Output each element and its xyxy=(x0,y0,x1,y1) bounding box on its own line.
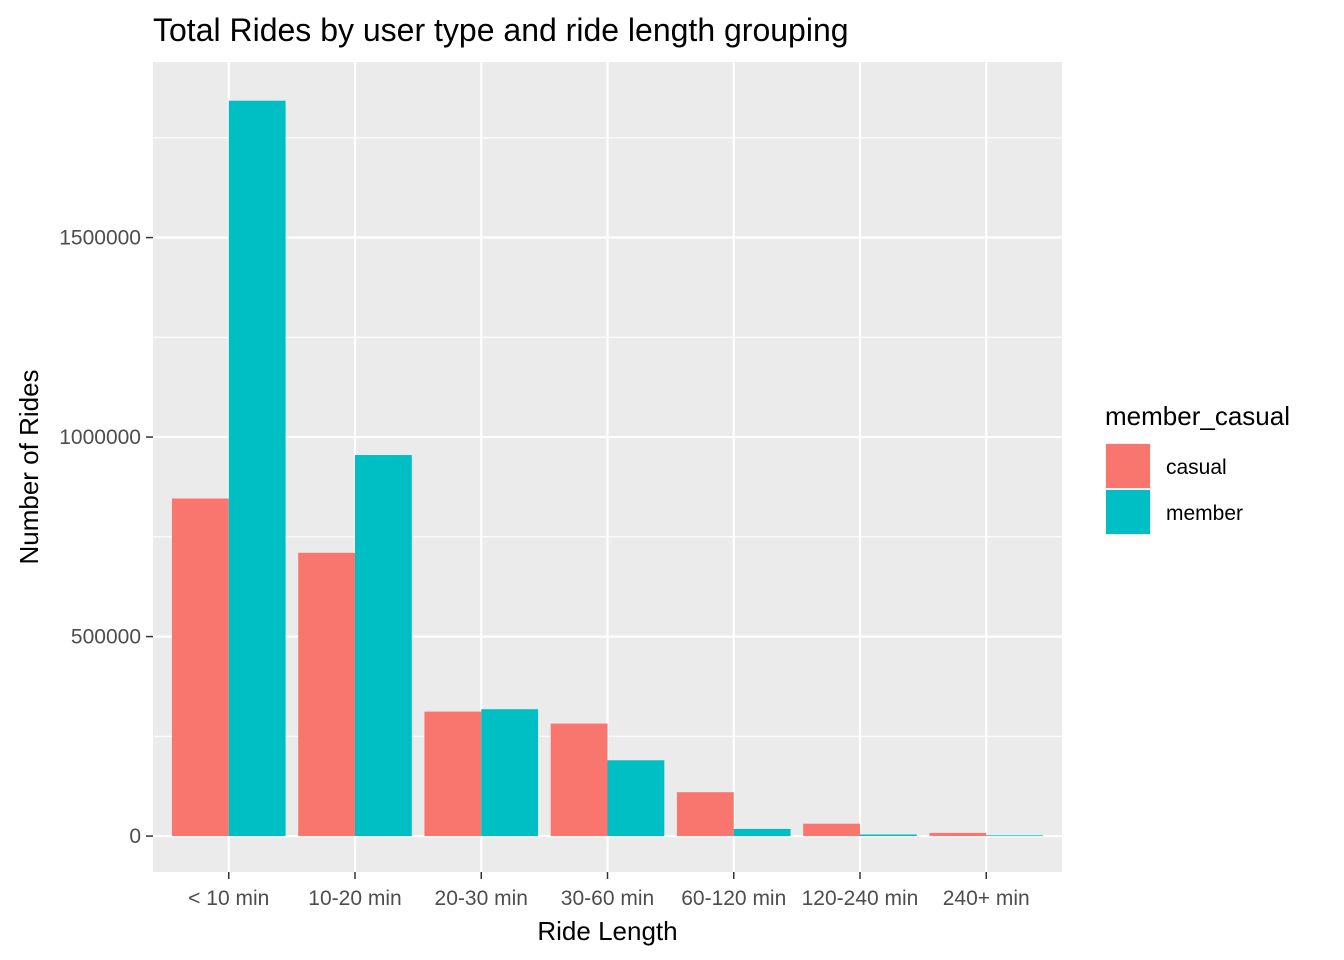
legend-swatch-member xyxy=(1106,490,1150,534)
bar-member xyxy=(481,709,539,837)
bar-member xyxy=(607,760,665,837)
bar-casual xyxy=(298,552,355,837)
bar-member xyxy=(860,834,917,837)
y-tick-label: 0 xyxy=(129,825,141,848)
x-tick-label: 10-20 min xyxy=(308,887,401,910)
chart-title: Total Rides by user type and ride length… xyxy=(153,12,849,48)
bar-casual xyxy=(929,832,987,837)
x-tick-label: 240+ min xyxy=(943,887,1030,910)
x-tick-label: 30-60 min xyxy=(561,887,654,910)
bar-casual xyxy=(803,823,860,837)
legend-swatch-casual xyxy=(1106,444,1150,488)
legend-title: member_casual xyxy=(1105,401,1290,431)
y-axis-title: Number of Rides xyxy=(14,369,44,564)
legend-label-casual: casual xyxy=(1166,456,1227,479)
bars xyxy=(171,100,1044,837)
bar-casual xyxy=(550,723,608,837)
x-axis: < 10 min 10-20 min 20-30 min 30-60 min 60-12… xyxy=(188,872,1030,910)
bar-member xyxy=(228,100,286,837)
y-tick-label: 500000 xyxy=(71,626,141,649)
legend: member_casual casual member xyxy=(1105,401,1290,535)
legend-label-member: member xyxy=(1166,502,1243,525)
bar-member xyxy=(733,828,791,837)
bar-casual xyxy=(676,792,734,837)
x-tick-label: < 10 min xyxy=(188,887,269,910)
x-axis-title: Ride Length xyxy=(537,916,677,946)
y-tick-label: 1000000 xyxy=(59,426,141,449)
bar-casual xyxy=(424,711,482,837)
x-tick-label: 60-120 min xyxy=(681,887,786,910)
bar-member xyxy=(355,455,412,837)
bar-casual xyxy=(171,498,229,837)
x-tick-label: 20-30 min xyxy=(435,887,528,910)
bar-member xyxy=(986,835,1044,837)
y-tick-label: 1500000 xyxy=(59,227,141,250)
x-tick-label: 120-240 min xyxy=(802,887,919,910)
y-axis: 0 500000 1000000 1500000 xyxy=(59,227,153,848)
